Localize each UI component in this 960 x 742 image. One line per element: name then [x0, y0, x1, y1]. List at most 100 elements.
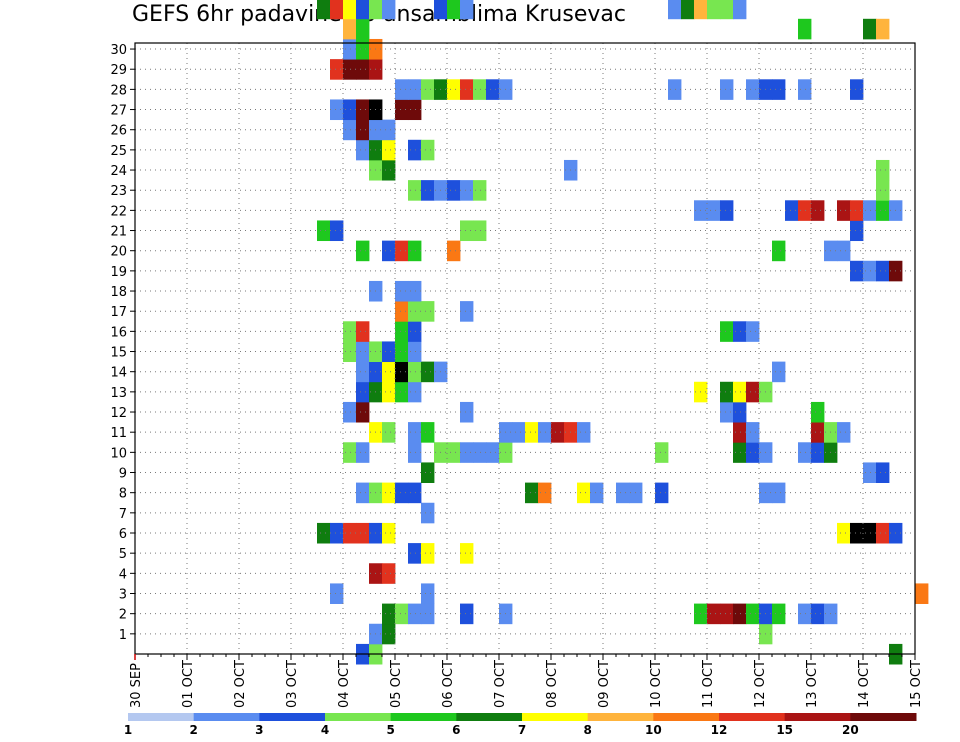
y-tick-label: 30 — [110, 43, 127, 58]
y-tick-label: 1 — [119, 628, 127, 643]
y-tick-label: 10 — [110, 446, 127, 461]
heatmap-cell — [382, 623, 396, 645]
y-tick-label: 20 — [110, 245, 127, 260]
y-tick-label: 17 — [110, 305, 127, 320]
heatmap-cell — [837, 200, 851, 221]
y-tick-label: 28 — [110, 83, 127, 98]
y-tick-label: 23 — [110, 184, 127, 199]
heatmap-cell — [486, 79, 500, 100]
colorbar-segment — [587, 713, 654, 721]
heatmap-cell — [837, 422, 851, 443]
heatmap-cell — [798, 442, 812, 463]
heatmap-cell — [408, 361, 422, 383]
y-tick-label: 18 — [110, 285, 127, 300]
heatmap-cell — [863, 18, 877, 40]
heatmap-cell — [798, 200, 812, 221]
colorbar-segment — [719, 713, 786, 721]
x-tick-label: 12 OCT — [753, 660, 768, 708]
heatmap-cell — [343, 321, 357, 342]
heatmap-cell — [395, 603, 409, 625]
heatmap-cell — [395, 280, 409, 302]
x-tick-label: 02 OCT — [233, 660, 248, 708]
heatmap-cell — [811, 200, 825, 221]
heatmap-cell — [473, 442, 487, 463]
y-tick-label: 15 — [110, 346, 127, 361]
heatmap-cell — [395, 341, 409, 363]
heatmap-cell — [330, 220, 344, 242]
colorbar-segment — [259, 713, 326, 721]
heatmap-cell — [356, 99, 370, 121]
colorbar-label: 12 — [711, 723, 728, 737]
heatmap-cell — [395, 79, 409, 100]
heatmap-cell — [382, 0, 396, 20]
heatmap-cell — [525, 422, 539, 443]
heatmap-cell — [798, 79, 812, 100]
heatmap-cell — [772, 603, 786, 625]
y-tick-label: 6 — [119, 527, 127, 542]
heatmap-cell — [356, 38, 370, 60]
heatmap-cell — [681, 0, 695, 20]
heatmap-cell — [863, 260, 877, 282]
heatmap-cell — [746, 381, 760, 403]
y-tick-label: 14 — [110, 366, 127, 381]
heatmap-cell — [720, 401, 734, 423]
heatmap-cell — [863, 200, 877, 221]
heatmap-cell — [850, 522, 864, 544]
heatmap-cell — [785, 200, 799, 221]
x-tick-label: 04 OCT — [337, 660, 352, 708]
heatmap-cell — [421, 361, 435, 383]
heatmap-cell — [356, 401, 370, 423]
heatmap-cell — [460, 301, 474, 322]
heatmap-cell — [343, 442, 357, 463]
heatmap-cell — [408, 79, 422, 100]
y-tick-label: 22 — [110, 204, 127, 219]
heatmap-cell — [863, 522, 877, 544]
heatmap-cell — [382, 139, 396, 161]
x-tick-label: 03 OCT — [285, 660, 300, 708]
heatmap-cell — [460, 79, 474, 100]
heatmap-cell — [577, 482, 591, 504]
heatmap-cell — [382, 361, 396, 383]
heatmap-cell — [447, 240, 461, 262]
heatmap-cell — [343, 401, 357, 423]
heatmap-cell — [616, 482, 630, 504]
heatmap-cell — [525, 482, 539, 504]
heatmap-cell — [382, 341, 396, 363]
y-tick-label: 4 — [119, 567, 127, 582]
heatmap-cell — [876, 260, 890, 282]
heatmap-cell — [850, 200, 864, 221]
heatmap-cell — [733, 321, 747, 342]
heatmap-cell — [408, 280, 422, 302]
heatmap-cell — [343, 119, 357, 141]
heatmap-cell — [343, 522, 357, 544]
heatmap-cell — [746, 442, 760, 463]
heatmap-cell — [707, 0, 721, 20]
heatmap-cell — [408, 543, 422, 564]
heatmap-cell — [850, 260, 864, 282]
colorbar-label: 4 — [321, 723, 329, 737]
colorbar-label: 3 — [255, 723, 263, 737]
heatmap-cell — [408, 603, 422, 625]
y-tick-label: 2 — [119, 608, 127, 623]
heatmap-cell — [382, 482, 396, 504]
y-tick-label: 21 — [110, 225, 127, 240]
y-tick-label: 9 — [119, 467, 127, 482]
heatmap-cell — [850, 220, 864, 242]
heatmap-cell — [460, 0, 474, 20]
y-tick-label: 11 — [110, 426, 127, 441]
heatmap-cell — [408, 139, 422, 161]
heatmap-cell — [798, 603, 812, 625]
heatmap-cell — [707, 603, 721, 625]
colorbar-label: 6 — [452, 723, 460, 737]
colorbar-segment — [325, 713, 392, 721]
heatmap-cell — [590, 482, 604, 504]
heatmap-cell — [356, 59, 370, 80]
heatmap-cell — [876, 462, 890, 483]
y-tick-label: 13 — [110, 386, 127, 401]
heatmap-cell — [343, 341, 357, 363]
heatmap-cell — [876, 18, 890, 40]
heatmap-cell — [837, 522, 851, 544]
heatmap-cell — [720, 603, 734, 625]
heatmap-cell — [356, 119, 370, 141]
